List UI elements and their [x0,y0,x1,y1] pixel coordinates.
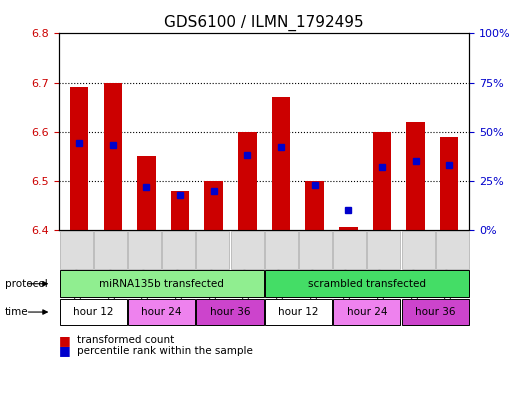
Text: hour 36: hour 36 [415,307,456,317]
Bar [70,88,88,230]
Text: percentile rank within the sample: percentile rank within the sample [77,346,253,356]
Text: protocol: protocol [5,279,48,289]
Bar [205,181,223,230]
Title: GDS6100 / ILMN_1792495: GDS6100 / ILMN_1792495 [164,15,364,31]
Text: ■: ■ [59,344,71,358]
Bar [272,97,290,230]
Bar [406,122,425,230]
Text: hour 24: hour 24 [347,307,387,317]
Text: hour 12: hour 12 [73,307,113,317]
Text: miRNA135b transfected: miRNA135b transfected [99,279,224,289]
Text: hour 36: hour 36 [210,307,250,317]
Bar [440,137,459,230]
Bar [238,132,256,230]
Bar [171,191,189,230]
Text: time: time [5,307,29,317]
Text: hour 12: hour 12 [278,307,319,317]
Text: hour 24: hour 24 [142,307,182,317]
Text: transformed count: transformed count [77,335,174,345]
Bar [339,228,358,230]
Bar [372,132,391,230]
Text: scrambled transfected: scrambled transfected [308,279,426,289]
Bar [137,156,156,230]
Bar [104,83,122,230]
Bar [305,181,324,230]
Text: ■: ■ [59,334,71,347]
